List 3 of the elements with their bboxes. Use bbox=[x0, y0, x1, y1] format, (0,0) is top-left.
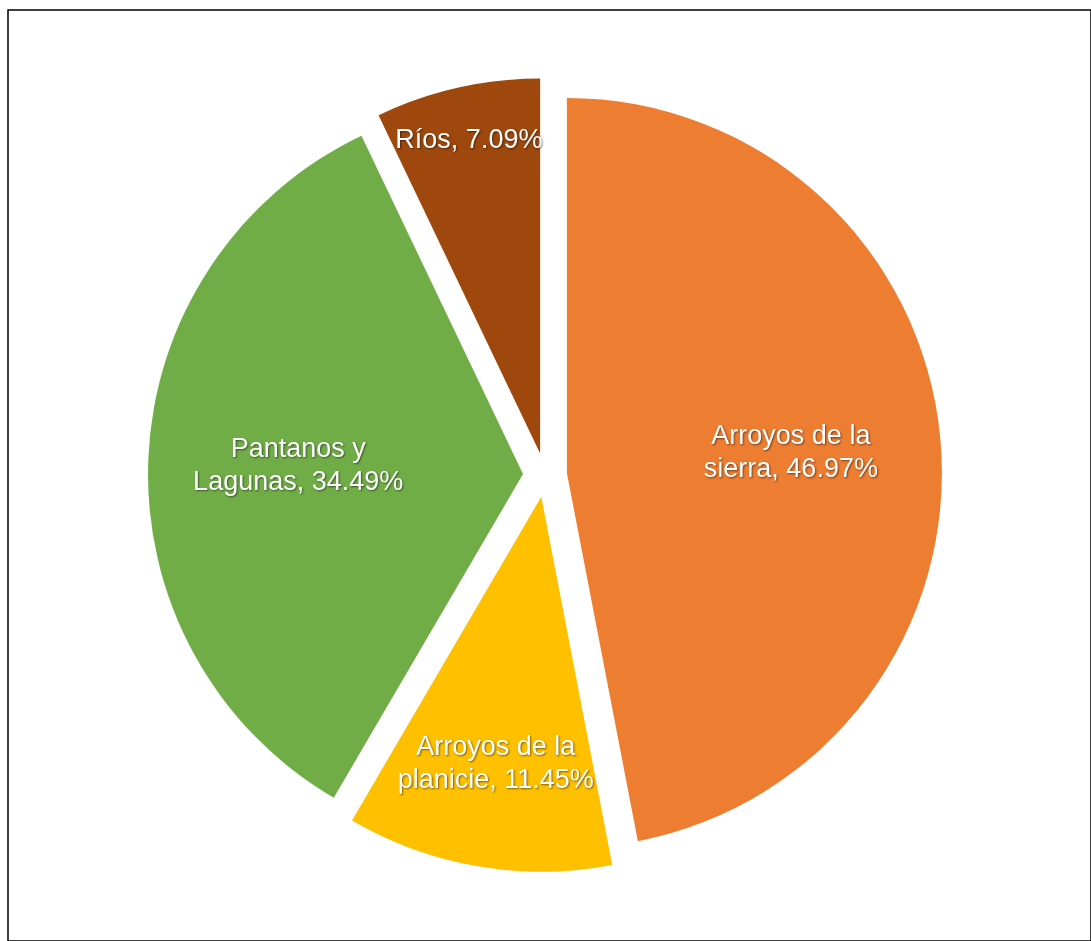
slice-label: Pantanos y Lagunas, 34.49% bbox=[192, 431, 405, 498]
slice-label: Arroyos de la planicie, 11.45% bbox=[396, 729, 595, 796]
slice-label: Arroyos de la sierra, 46.97% bbox=[702, 418, 879, 485]
